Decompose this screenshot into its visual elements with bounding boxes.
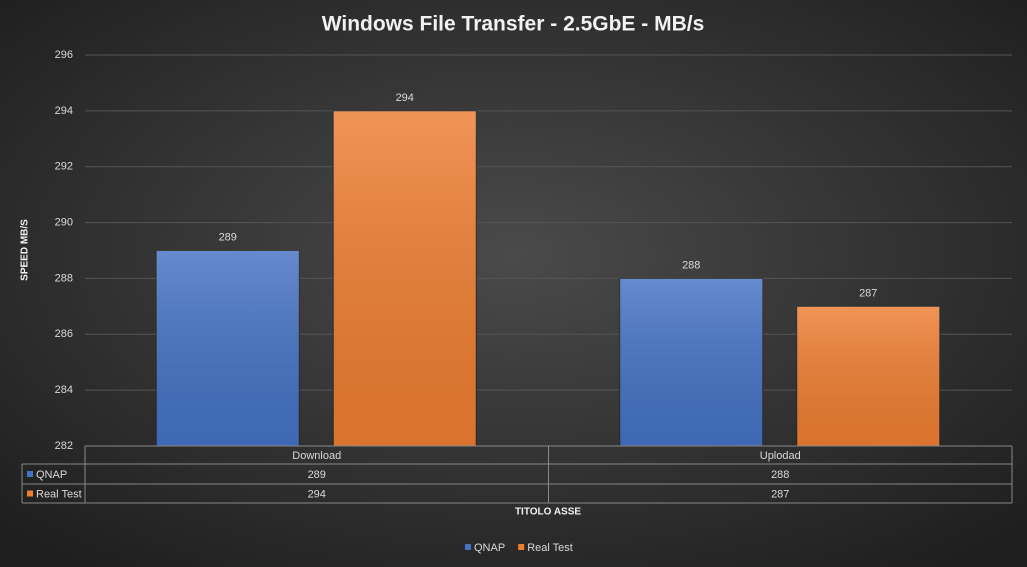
table-row-label: QNAP — [36, 469, 67, 481]
bar-shine — [156, 250, 300, 446]
table-legend-key — [27, 471, 33, 477]
data-label: 288 — [682, 259, 700, 271]
bar-shine — [796, 306, 940, 446]
y-tick-label: 286 — [55, 328, 73, 340]
legend-key — [518, 544, 525, 550]
y-tick-label: 294 — [55, 105, 73, 117]
y-tick-label: 288 — [55, 272, 73, 284]
legend-key — [465, 544, 471, 550]
y-tick-label: 284 — [55, 384, 73, 396]
data-label: 294 — [396, 92, 414, 104]
y-tick-label: 296 — [55, 49, 73, 61]
y-axis-title: SPEED MB/S — [20, 219, 31, 281]
y-tick-label: 290 — [55, 216, 73, 228]
table-row-label: Real Test — [36, 488, 82, 500]
table-legend-key — [27, 490, 33, 497]
bar-shine — [333, 110, 477, 446]
legend-label: Real Test — [527, 542, 573, 554]
data-label: 287 — [859, 287, 877, 299]
y-tick-label: 282 — [55, 440, 73, 452]
table-cell: 294 — [308, 488, 326, 500]
x-axis-title: TITOLO ASSE — [515, 507, 581, 518]
table-cell: 287 — [771, 488, 789, 500]
chart-title: Windows File Transfer - 2.5GbE - MB/s — [322, 13, 705, 36]
table-cell: 289 — [308, 469, 326, 481]
data-label: 289 — [219, 231, 237, 243]
x-tick-label: Download — [292, 450, 341, 462]
bar-shine — [619, 278, 763, 446]
legend-label: QNAP — [474, 542, 505, 554]
table-cell: 288 — [771, 469, 789, 481]
y-tick-label: 292 — [55, 161, 73, 173]
x-tick-label: Uplodad — [760, 450, 801, 462]
